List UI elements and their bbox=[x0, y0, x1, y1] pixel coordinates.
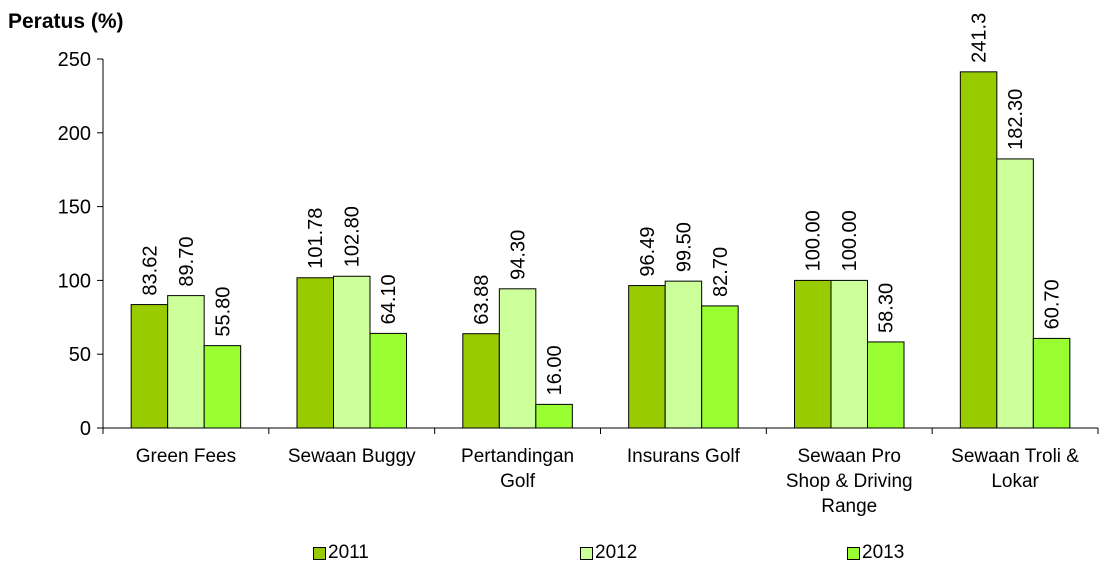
bar bbox=[333, 275, 371, 429]
data-label: 16.00 bbox=[544, 345, 566, 395]
bar bbox=[130, 304, 169, 429]
data-label: 82.70 bbox=[710, 247, 732, 297]
x-category-label: Shop & Driving bbox=[786, 471, 913, 492]
data-label: 83.62 bbox=[139, 246, 161, 296]
data-label: 241.3 bbox=[969, 13, 991, 63]
data-label: 58.30 bbox=[876, 283, 898, 333]
bar bbox=[296, 277, 334, 429]
y-tick-label: 150 bbox=[58, 197, 91, 219]
bar bbox=[535, 403, 573, 429]
y-tick-label: 50 bbox=[69, 344, 91, 366]
bar bbox=[664, 280, 703, 429]
data-label: 94.30 bbox=[508, 230, 530, 280]
legend-swatch-2012 bbox=[580, 546, 593, 560]
bar bbox=[996, 158, 1034, 429]
legend-item-2013: 2013 bbox=[847, 542, 904, 564]
x-category-label: Green Fees bbox=[136, 446, 236, 467]
bar bbox=[959, 71, 998, 429]
legend-label-2013: 2013 bbox=[862, 542, 905, 563]
bar bbox=[701, 305, 739, 429]
legend-swatch-2013 bbox=[847, 546, 860, 560]
bar bbox=[462, 333, 500, 429]
bar bbox=[830, 279, 868, 429]
x-category-label: Sewaan Buggy bbox=[288, 446, 416, 467]
legend: 2011 2012 2013 bbox=[0, 542, 1102, 566]
bar-chart: 0 50 100 150 200 250 83.62 89.70 55.80 Green Fees… bbox=[58, 13, 1099, 517]
bar bbox=[867, 341, 905, 429]
bar bbox=[369, 332, 407, 429]
data-label: 96.49 bbox=[637, 227, 659, 277]
y-tick-label: 200 bbox=[58, 123, 91, 145]
y-tick-label: 100 bbox=[58, 270, 91, 292]
data-label: 55.80 bbox=[212, 287, 234, 337]
legend-label-2011: 2011 bbox=[328, 542, 369, 563]
x-category-label: Golf bbox=[500, 471, 536, 492]
data-label: 60.70 bbox=[1042, 279, 1064, 329]
bar bbox=[498, 288, 537, 429]
bar bbox=[794, 279, 832, 429]
data-label: 100.00 bbox=[803, 210, 825, 271]
y-tick-label: 0 bbox=[80, 418, 91, 440]
legend-label-2012: 2012 bbox=[595, 542, 638, 563]
data-label: 89.70 bbox=[176, 237, 198, 287]
x-category-label: Sewaan Troli & bbox=[951, 446, 1079, 467]
data-label: 64.10 bbox=[378, 274, 400, 324]
x-category-label: Lokar bbox=[991, 471, 1039, 492]
bar bbox=[167, 295, 205, 429]
data-label: 100.00 bbox=[839, 210, 861, 271]
y-axis-title: Peratus (%) bbox=[8, 10, 124, 33]
data-label: 182.30 bbox=[1005, 89, 1027, 150]
x-category-label: Pertandingan bbox=[461, 446, 574, 467]
legend-item-2011: 2011 bbox=[313, 542, 369, 564]
bar bbox=[628, 285, 666, 429]
data-label: 101.78 bbox=[305, 208, 327, 269]
bar bbox=[1032, 337, 1071, 429]
bar bbox=[203, 345, 242, 429]
legend-item-2012: 2012 bbox=[580, 542, 637, 564]
data-label: 63.88 bbox=[471, 275, 493, 325]
data-label: 99.50 bbox=[673, 222, 695, 272]
data-label: 102.80 bbox=[342, 206, 364, 267]
x-category-label: Range bbox=[821, 496, 877, 517]
x-category-label: Sewaan Pro bbox=[797, 446, 901, 467]
y-tick-label: 250 bbox=[58, 49, 91, 71]
x-category-label: Insurans Golf bbox=[627, 446, 741, 467]
legend-swatch-2011 bbox=[313, 546, 326, 560]
